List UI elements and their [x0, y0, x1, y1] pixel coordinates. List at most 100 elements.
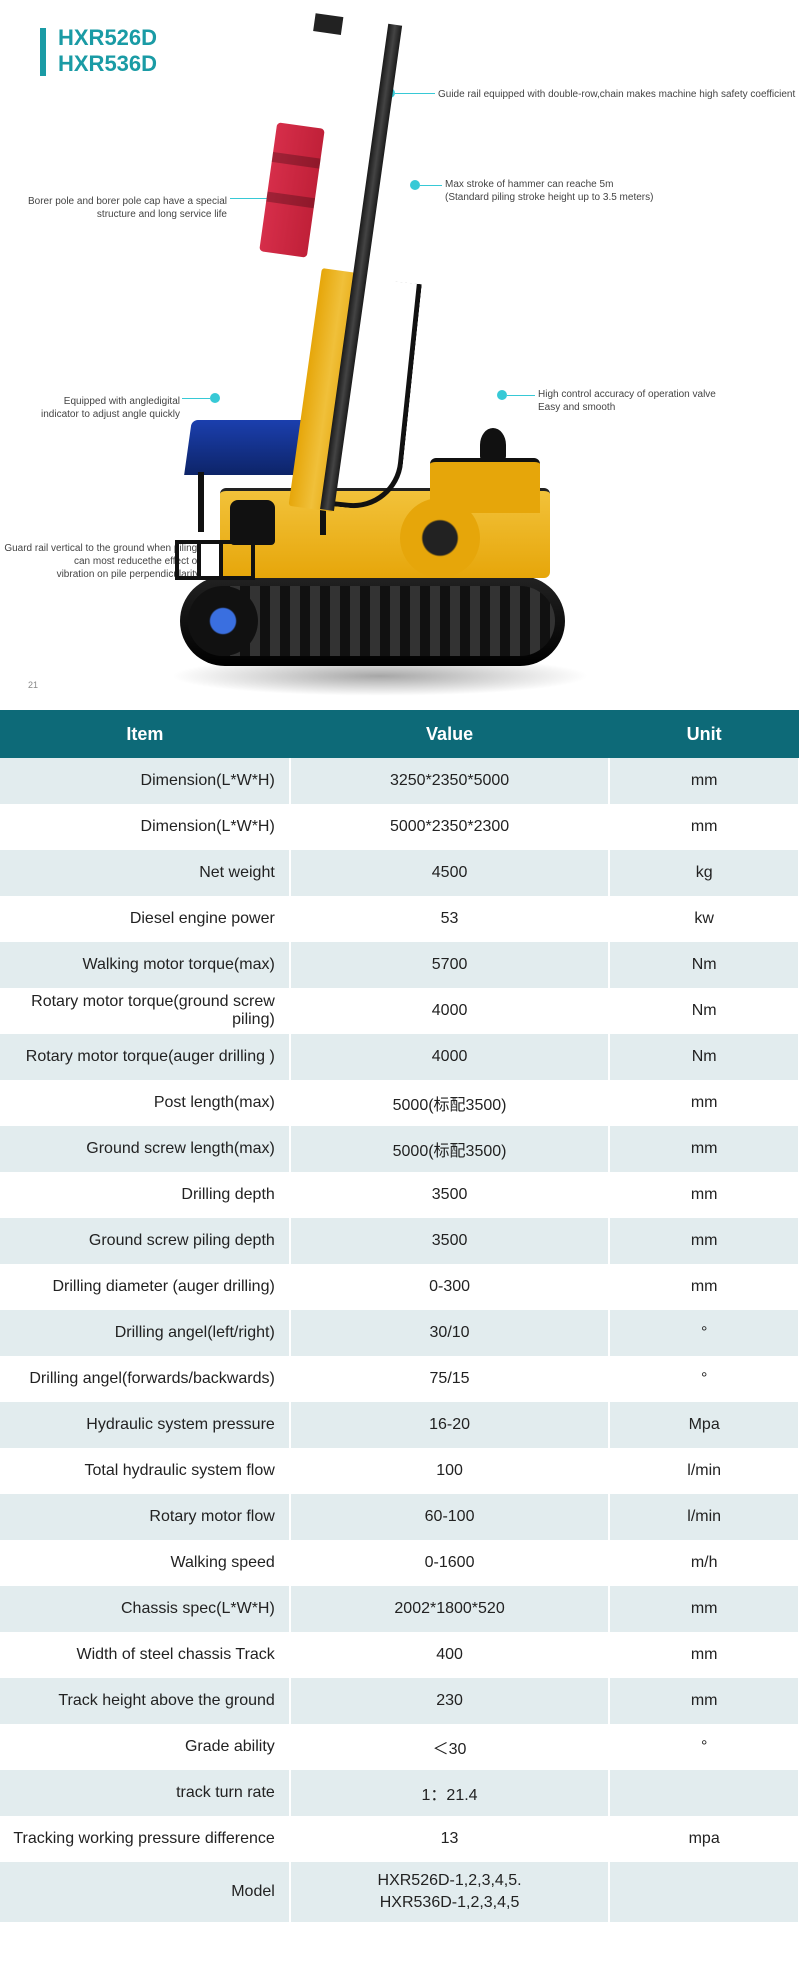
cell-value: 4500 [290, 850, 610, 896]
cell-value: 30/10 [290, 1310, 610, 1356]
cell-unit: mm [609, 1632, 799, 1678]
cell-item: Rotary motor torque(ground screw piling) [0, 988, 290, 1034]
cell-item: Walking motor torque(max) [0, 942, 290, 988]
table-row: Chassis spec(L*W*H)2002*1800*520mm [0, 1586, 799, 1632]
cell-item: Rotary motor flow [0, 1494, 290, 1540]
machine-platform [175, 540, 255, 580]
cell-item: Diesel engine power [0, 896, 290, 942]
product-hero: HXR526D HXR536D Borer pole and borer pol… [0, 0, 800, 710]
table-row: Hydraulic system pressure16-20Mpa [0, 1402, 799, 1448]
table-row: Net weight4500kg [0, 850, 799, 896]
cell-unit: Nm [609, 988, 799, 1034]
table-row: Rotary motor flow60-100l/min [0, 1494, 799, 1540]
table-row: Drilling angel(left/right)30/10° [0, 1310, 799, 1356]
cell-item: Ground screw length(max) [0, 1126, 290, 1172]
cell-item: Drilling diameter (auger drilling) [0, 1264, 290, 1310]
cell-item: Rotary motor torque(auger drilling ) [0, 1034, 290, 1080]
cell-value: 230 [290, 1678, 610, 1724]
cell-unit [609, 1770, 799, 1816]
cell-value: 13 [290, 1816, 610, 1862]
cell-value: 100 [290, 1448, 610, 1494]
table-row: Ground screw piling depth3500mm [0, 1218, 799, 1264]
cell-unit: ° [609, 1310, 799, 1356]
cell-value: 60-100 [290, 1494, 610, 1540]
machine-mast-top [313, 13, 343, 35]
machine-hammer [259, 122, 325, 257]
cell-value: 3500 [290, 1172, 610, 1218]
spec-table-head: Item Value Unit [0, 710, 799, 758]
cell-unit: m/h [609, 1540, 799, 1586]
callout-angle-indicator: Equipped with angledigital indicator to … [10, 395, 180, 421]
cell-unit: kg [609, 850, 799, 896]
table-row: Grade ability＜30° [0, 1724, 799, 1770]
col-header-item: Item [0, 710, 290, 758]
cell-value: ＜30 [290, 1724, 610, 1770]
page-number: 21 [28, 680, 38, 690]
cell-value: 16-20 [290, 1402, 610, 1448]
cell-value: 0-300 [290, 1264, 610, 1310]
table-row: Tracking working pressure difference13mp… [0, 1816, 799, 1862]
table-row: Total hydraulic system flow100l/min [0, 1448, 799, 1494]
machine-wheel [400, 498, 480, 578]
table-row: Walking motor torque(max)5700Nm [0, 942, 799, 988]
cell-value: 5700 [290, 942, 610, 988]
table-row: Track height above the ground230mm [0, 1678, 799, 1724]
table-row: Walking speed0-1600m/h [0, 1540, 799, 1586]
cell-unit: Nm [609, 942, 799, 988]
cell-item: track turn rate [0, 1770, 290, 1816]
cell-unit: mm [609, 1678, 799, 1724]
cell-unit: ° [609, 1356, 799, 1402]
spec-table-body: Dimension(L*W*H)3250*2350*5000mmDimensio… [0, 758, 799, 1922]
cell-item: Drilling angel(forwards/backwards) [0, 1356, 290, 1402]
cell-item: Width of steel chassis Track [0, 1632, 290, 1678]
cell-value: 3500 [290, 1218, 610, 1264]
cell-value: 3250*2350*5000 [290, 758, 610, 804]
cell-value: 5000(标配3500) [290, 1080, 610, 1126]
machine-track-sprocket [188, 586, 258, 656]
cell-item: Net weight [0, 850, 290, 896]
cell-value: 53 [290, 896, 610, 942]
table-row: Ground screw length(max)5000(标配3500)mm [0, 1126, 799, 1172]
cell-item: Model [0, 1862, 290, 1922]
cell-unit: mm [609, 1172, 799, 1218]
col-header-unit: Unit [609, 710, 799, 758]
cell-value: 400 [290, 1632, 610, 1678]
table-row: ModelHXR526D-1,2,3,4,5. HXR536D-1,2,3,4,… [0, 1862, 799, 1922]
cell-item: Drilling angel(left/right) [0, 1310, 290, 1356]
cell-value: HXR526D-1,2,3,4,5. HXR536D-1,2,3,4,5 [290, 1862, 610, 1922]
table-row: Rotary motor torque(ground screw piling)… [0, 988, 799, 1034]
col-header-value: Value [290, 710, 610, 758]
cell-unit: mm [609, 1218, 799, 1264]
table-row: Post length(max)5000(标配3500)mm [0, 1080, 799, 1126]
cell-value: 4000 [290, 988, 610, 1034]
title-accent-bar [40, 28, 46, 76]
cell-unit: mm [609, 1586, 799, 1632]
cell-unit: mm [609, 758, 799, 804]
machine-exhaust [480, 428, 506, 462]
cell-item: Total hydraulic system flow [0, 1448, 290, 1494]
cell-item: Tracking working pressure difference [0, 1816, 290, 1862]
machine-canopy-post [198, 472, 204, 532]
cell-unit: mm [609, 1126, 799, 1172]
cell-item: Ground screw piling depth [0, 1218, 290, 1264]
cell-item: Walking speed [0, 1540, 290, 1586]
product-title: HXR526D HXR536D [58, 25, 157, 77]
table-row: Dimension(L*W*H)3250*2350*5000mm [0, 758, 799, 804]
cell-unit: ° [609, 1724, 799, 1770]
cell-unit: mm [609, 804, 799, 850]
cell-unit: Mpa [609, 1402, 799, 1448]
cell-item: Dimension(L*W*H) [0, 804, 290, 850]
cell-value: 5000(标配3500) [290, 1126, 610, 1172]
cell-value: 75/15 [290, 1356, 610, 1402]
spec-table: Item Value Unit Dimension(L*W*H)3250*235… [0, 710, 800, 1922]
cell-unit: kw [609, 896, 799, 942]
cell-unit [609, 1862, 799, 1922]
table-row: Drilling diameter (auger drilling)0-300m… [0, 1264, 799, 1310]
table-row: track turn rate1：21.4 [0, 1770, 799, 1816]
table-row: Rotary motor torque(auger drilling )4000… [0, 1034, 799, 1080]
cell-unit: Nm [609, 1034, 799, 1080]
cell-value: 1：21.4 [290, 1770, 610, 1816]
table-row: Diesel engine power53kw [0, 896, 799, 942]
cell-unit: mm [609, 1264, 799, 1310]
table-row: Width of steel chassis Track400mm [0, 1632, 799, 1678]
